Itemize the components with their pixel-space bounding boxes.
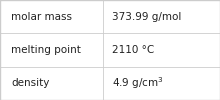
Text: density: density <box>11 78 49 88</box>
Text: 373.99 g/mol: 373.99 g/mol <box>112 12 182 22</box>
Text: 2110 °C: 2110 °C <box>112 45 154 55</box>
Text: melting point: melting point <box>11 45 81 55</box>
Text: 4.9 g/cm$^3$: 4.9 g/cm$^3$ <box>112 75 164 91</box>
Text: molar mass: molar mass <box>11 12 72 22</box>
